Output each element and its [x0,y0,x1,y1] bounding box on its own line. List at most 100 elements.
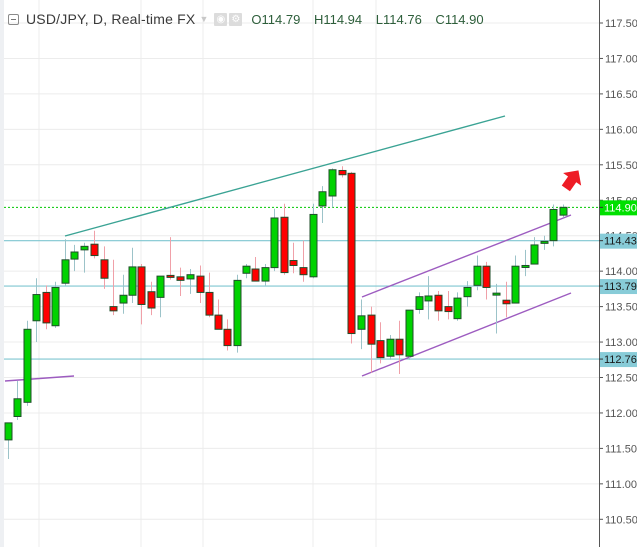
candle [549,204,558,247]
candle [424,276,433,320]
trendline-channel-bottom [361,292,572,377]
trendlines [4,115,572,382]
axis-label: 114.00 [605,266,637,278]
candle-body [444,306,453,313]
candle-body [502,299,511,305]
candle [205,272,214,318]
candle [42,285,51,330]
candle [32,278,41,343]
candle [559,204,568,218]
candle-body [70,251,79,260]
candle-body [23,328,32,403]
candle-body [299,267,308,276]
axis-label: 113.00 [605,337,637,349]
candle [100,246,109,289]
candle-body [318,191,327,207]
candle [233,274,242,353]
candle [109,259,118,316]
candle-body [214,314,223,330]
candle [386,334,395,360]
ohlc-values: O114.79 H114.94 L114.76 C114.90 [251,12,493,27]
high-value: H114.94 [313,11,363,27]
candle [156,275,165,318]
candle-body [280,216,289,274]
candle-body [223,328,232,347]
trendline-old-support [4,375,75,382]
candle-body [405,309,414,357]
candle-body [156,275,165,298]
candle-body [511,265,520,304]
candle [502,281,511,318]
dropdown-caret-icon[interactable]: ▼ [199,14,209,24]
candle [261,264,270,286]
symbol-title[interactable]: USD/JPY, D, Real-time FX [26,11,196,27]
candle-body [559,206,568,216]
candle [511,255,520,304]
candle [338,166,347,178]
chart-grid [4,0,599,547]
candle [51,281,60,328]
candle [473,255,482,291]
candle [395,320,404,374]
price-badges: 114.43 113.79 112.76 114.90 [599,200,637,368]
candle [270,208,279,272]
candle [309,203,318,279]
candle-body [176,276,185,281]
candle-body [233,279,242,347]
candle-body [453,297,462,320]
axis-label: 110.50 [605,514,637,526]
candle-body [549,208,558,242]
candle-body [128,266,137,296]
candle-body [386,338,395,357]
candle-body [309,213,318,278]
axis-label: 116.50 [605,89,637,101]
candle [176,267,185,296]
candle [299,240,308,282]
candle-body [463,286,472,298]
horizontal-levels [4,206,599,360]
candle [357,299,366,350]
level-badge [600,233,637,249]
candle-body [367,314,376,345]
last-price-badge-text: 114.90 [604,202,637,214]
candle [376,322,385,364]
candles [4,166,568,460]
candle-body [4,422,13,441]
candle [434,291,443,321]
candle [318,186,327,223]
candle-body [242,265,251,274]
candle-body [347,172,356,335]
candle-body [395,338,404,356]
candle-body [51,286,60,327]
candle [186,269,195,294]
last-price-badge [600,200,637,216]
open-value: O114.79 [251,11,301,27]
candle [347,171,356,344]
collapse-icon[interactable] [8,13,19,25]
candle-body [492,292,501,296]
candle-body [100,259,109,279]
candle [61,239,70,286]
axis-label: 111.50 [605,443,637,455]
candle-body [530,244,539,265]
candle [521,249,530,277]
price-axis[interactable]: 117.50117.00116.50116.00115.50115.00114.… [599,0,637,547]
trendline-channel-top [361,214,572,298]
axis-background [599,0,637,547]
eye-icon[interactable]: ◉ [214,12,228,26]
candle [530,237,539,265]
red-arrow-icon [561,170,582,192]
candle-body [109,306,118,312]
candle [415,292,424,314]
candle-body [357,315,366,330]
close-value: C114.90 [435,11,484,27]
candle-body [261,267,270,282]
candle-body [338,169,347,176]
candle-body [147,291,156,309]
gear-icon[interactable]: ⚙ [229,12,243,26]
candle-body [32,294,41,322]
candle-body [540,240,549,244]
candle [463,281,472,307]
axis-label: 112.00 [605,408,637,420]
